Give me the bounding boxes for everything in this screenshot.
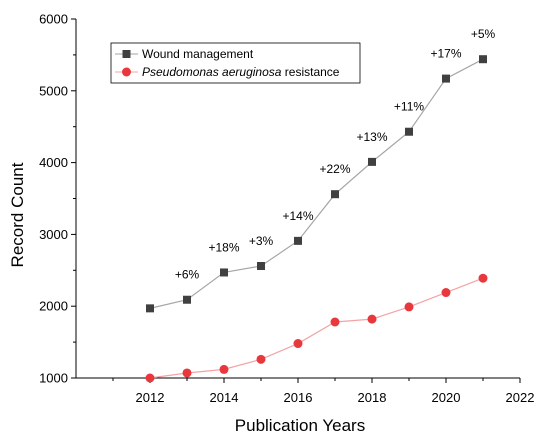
x-tick-label: 2014: [210, 390, 239, 405]
data-point-pseudomonas-resistance: [219, 364, 229, 374]
growth-annotation: +22%: [319, 162, 350, 176]
data-point-pseudomonas-resistance: [404, 302, 414, 312]
y-tick-label: 6000: [39, 12, 68, 27]
x-tick-label: 2018: [358, 390, 387, 405]
y-tick-label: 3000: [39, 227, 68, 242]
data-point-wound-management: [183, 295, 191, 304]
y-tick-label: 5000: [39, 83, 68, 98]
x-tick-label: 2022: [506, 390, 535, 405]
y-tick-label: 2000: [39, 299, 68, 314]
data-point-wound-management: [257, 261, 265, 270]
data-point-pseudomonas-resistance: [293, 339, 303, 349]
growth-annotation: +5%: [471, 27, 496, 41]
y-tick-label: 1000: [39, 371, 68, 386]
growth-annotation: +11%: [394, 100, 424, 114]
data-point-wound-management: [294, 236, 302, 245]
data-point-pseudomonas-resistance: [145, 373, 155, 383]
data-point-wound-management: [405, 127, 413, 136]
growth-annotation: +6%: [175, 268, 200, 282]
data-point-pseudomonas-resistance: [478, 273, 488, 283]
x-tick-label: 2016: [284, 390, 313, 405]
data-point-wound-management: [368, 157, 376, 166]
annotations-layer: +6% +18% +3% +14% +22% +13% +11% +17% +5%: [175, 27, 496, 282]
legend-marker-wound: [122, 50, 131, 58]
growth-annotation: +14%: [282, 209, 313, 223]
growth-annotation: +13%: [356, 130, 387, 144]
legend-box: [110, 42, 361, 84]
data-point-wound-management: [331, 190, 339, 199]
data-point-pseudomonas-resistance: [256, 354, 266, 364]
x-tick-label: 2020: [432, 390, 461, 405]
data-point-pseudomonas-resistance: [182, 368, 192, 378]
legend-label-pseudomonas: Pseudomonas aeruginosa resistance: [142, 65, 340, 79]
legend: Wound management Pseudomonas aeruginosa …: [110, 42, 361, 84]
legend-label-pseudomonas-italic: Pseudomonas aeruginosa: [142, 65, 282, 79]
data-point-wound-management: [479, 55, 487, 64]
series-line-pseudomonas-resistance: [149, 277, 484, 379]
data-point-wound-management: [442, 74, 450, 83]
data-point-wound-management: [220, 268, 228, 277]
series-pseudomonas-resistance: [145, 273, 488, 383]
y-tick-label: 4000: [39, 155, 68, 170]
data-point-wound-management: [146, 304, 154, 313]
x-tick-label: 2012: [136, 390, 165, 405]
data-point-pseudomonas-resistance: [441, 288, 451, 298]
legend-label-pseudomonas-plain: resistance: [281, 65, 339, 79]
series-line-wound-management: [149, 58, 484, 309]
y-axis-title: Record Count: [8, 162, 27, 267]
data-point-pseudomonas-resistance: [330, 317, 340, 327]
growth-annotation: +3%: [249, 234, 274, 248]
legend-marker-pseudomonas: [122, 67, 131, 77]
growth-annotation: +18%: [208, 240, 239, 254]
series-wound-management: [146, 55, 487, 313]
series-layer: [145, 55, 488, 383]
axes: 1000 2000 3000 4000 5000 6000 2012 2014 2016 2018…: [39, 12, 534, 406]
x-axis-title: Publication Years: [235, 416, 365, 435]
data-point-pseudomonas-resistance: [367, 314, 377, 324]
legend-label-wound: Wound management: [142, 47, 254, 61]
growth-annotation: +17%: [430, 47, 461, 61]
